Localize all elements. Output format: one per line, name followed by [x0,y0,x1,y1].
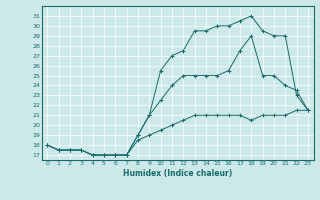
X-axis label: Humidex (Indice chaleur): Humidex (Indice chaleur) [123,169,232,178]
